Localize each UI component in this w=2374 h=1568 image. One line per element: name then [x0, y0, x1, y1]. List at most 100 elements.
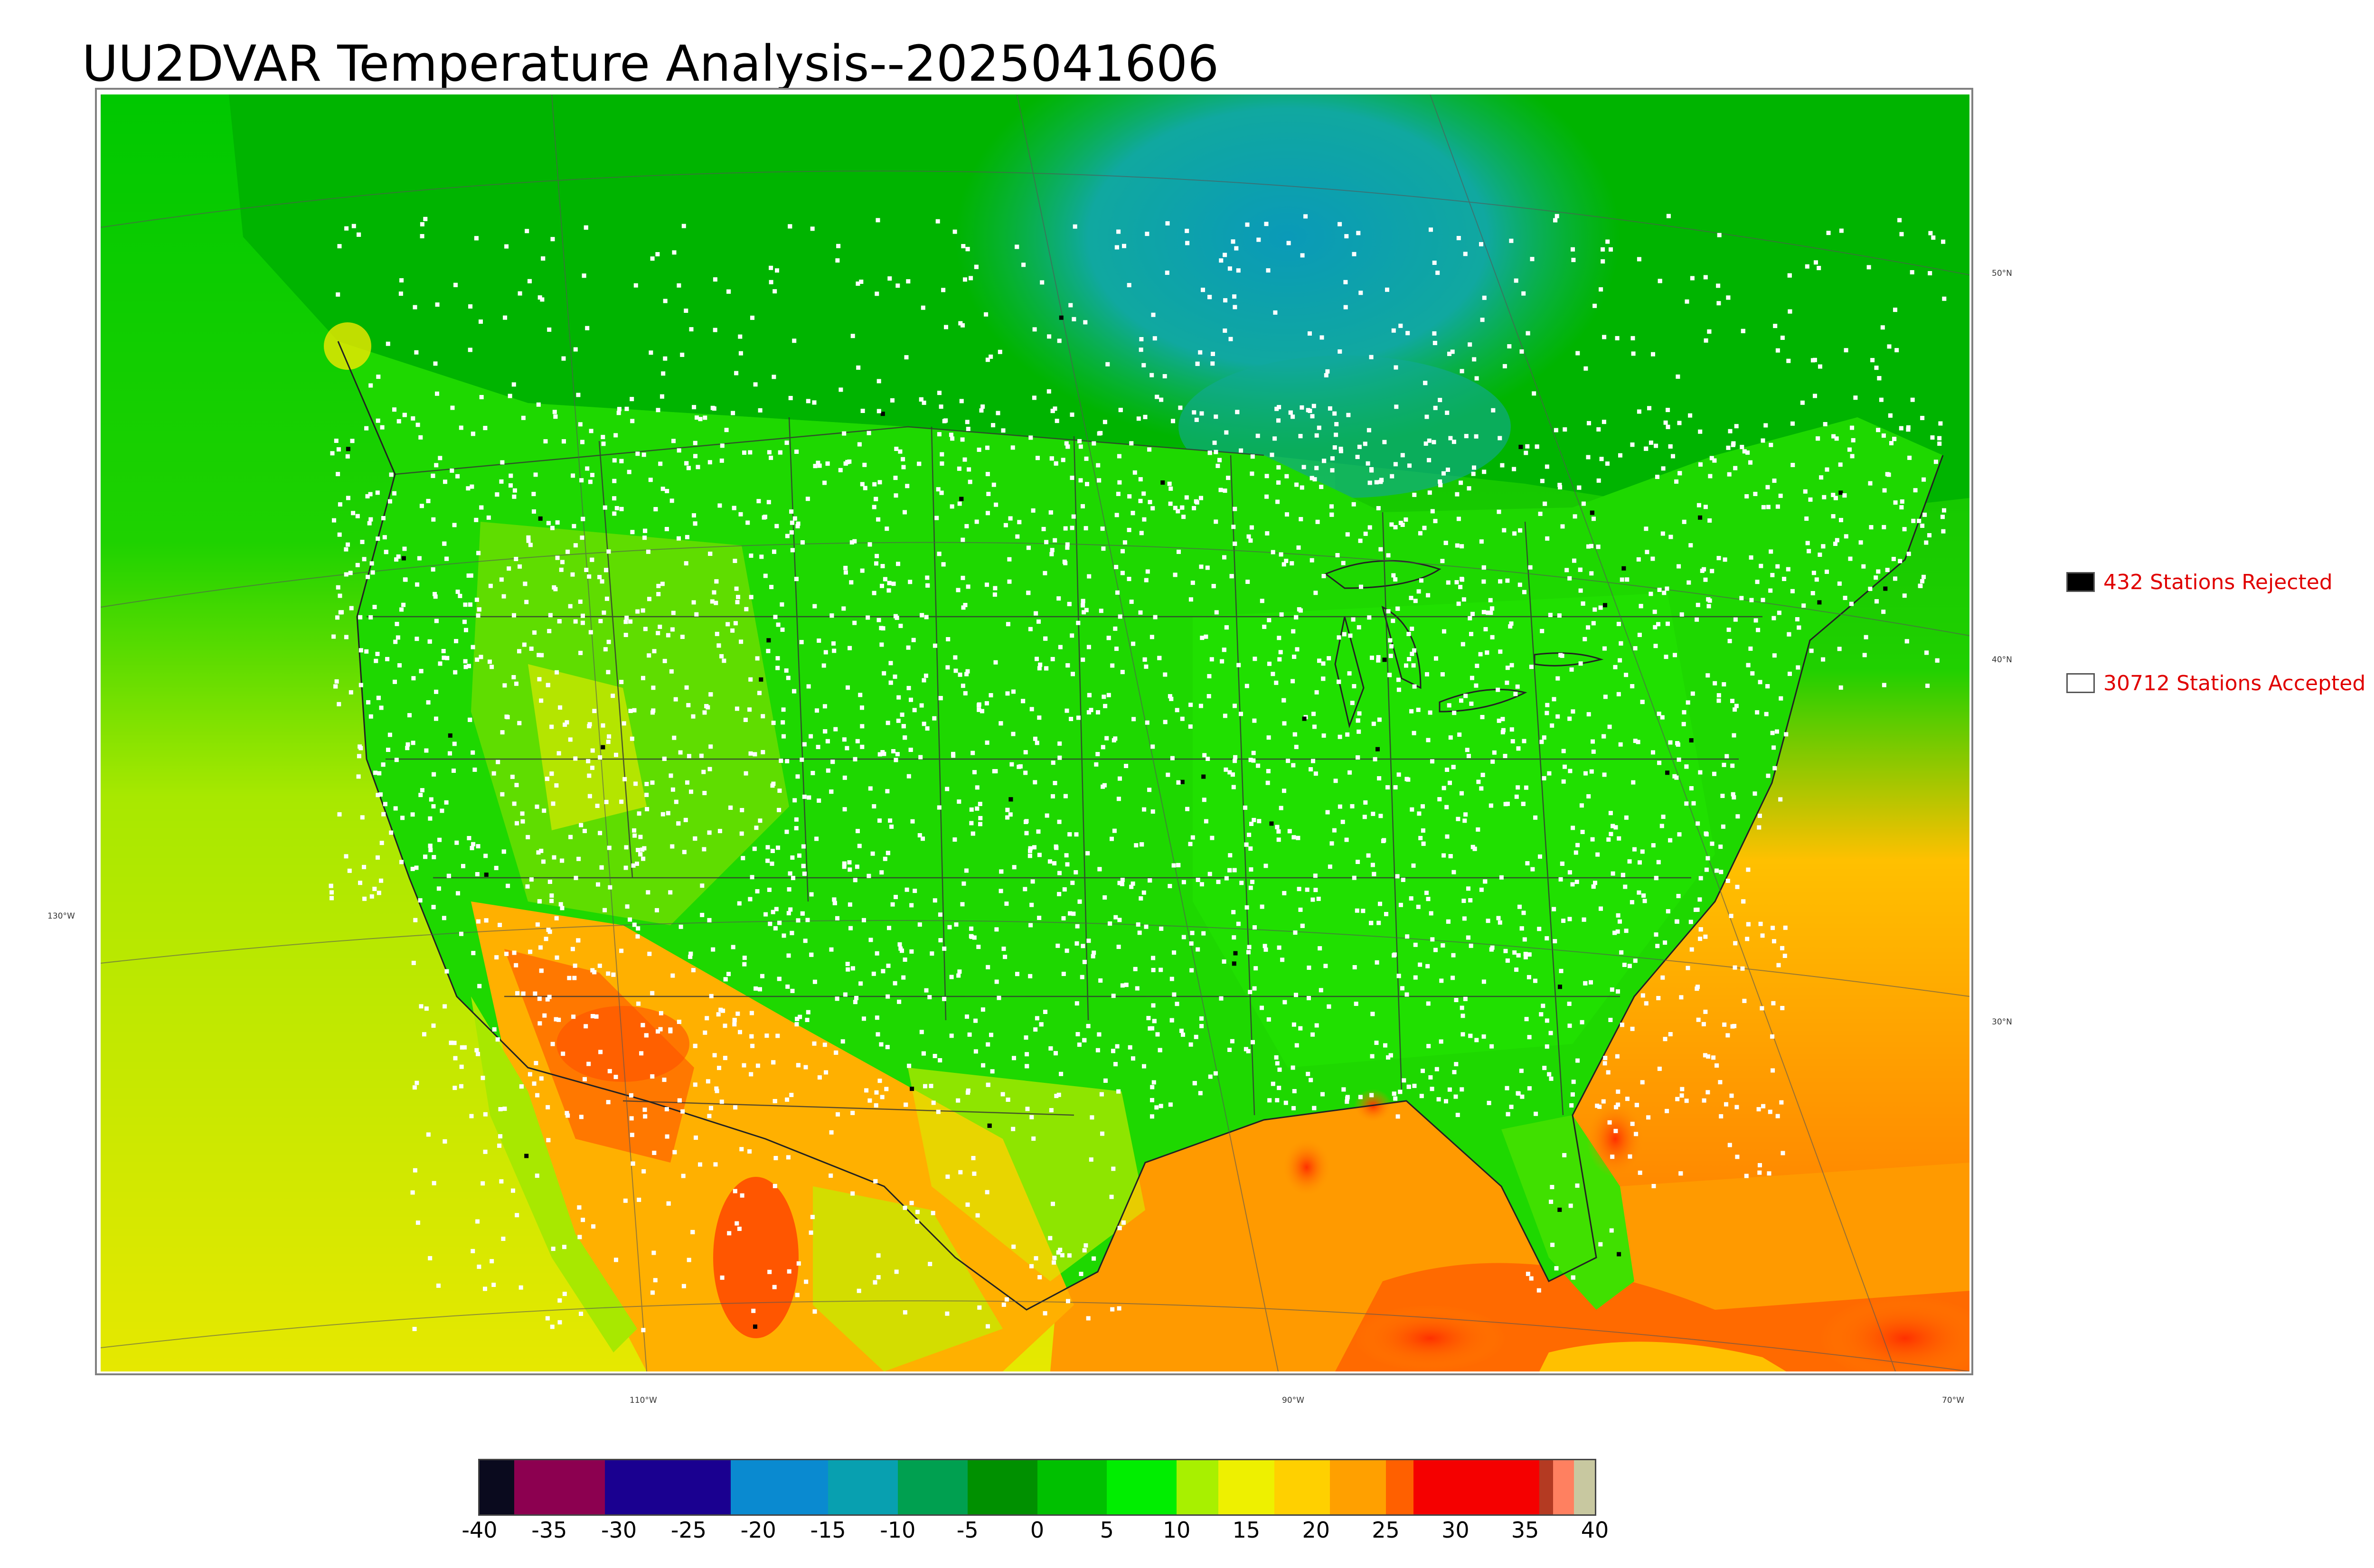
station-accepted — [411, 741, 415, 745]
station-accepted — [1387, 673, 1392, 677]
station-accepted — [775, 1033, 780, 1038]
station-accepted — [1451, 440, 1456, 444]
station-accepted — [1395, 1114, 1400, 1119]
station-accepted — [671, 439, 676, 443]
station-accepted — [580, 535, 584, 540]
station-accepted — [1188, 842, 1193, 846]
station-accepted — [368, 517, 373, 522]
station-accepted — [1727, 1143, 1732, 1147]
station-accepted — [1451, 870, 1456, 874]
station-accepted — [1468, 342, 1472, 347]
station-accepted — [929, 1084, 933, 1089]
station-accepted — [1498, 579, 1503, 584]
station-accepted — [1505, 666, 1510, 670]
station-accepted — [1246, 950, 1251, 955]
station-accepted — [1034, 611, 1038, 616]
station-accepted — [960, 437, 965, 442]
station-accepted — [876, 379, 881, 384]
station-accepted — [1666, 909, 1670, 914]
station-accepted — [1541, 1004, 1545, 1008]
station-accepted — [1630, 684, 1635, 688]
station-accepted — [1096, 710, 1100, 714]
station-accepted — [1214, 519, 1218, 524]
station-accepted — [1822, 495, 1827, 499]
station-accepted — [1077, 1042, 1082, 1047]
station-accepted — [848, 902, 852, 907]
station-accepted — [733, 559, 737, 563]
station-accepted — [846, 685, 850, 690]
station-accepted — [889, 824, 894, 829]
station-accepted — [1937, 441, 1942, 446]
station-accepted — [886, 721, 890, 725]
station-accepted — [1252, 817, 1256, 822]
station-accepted — [886, 994, 890, 999]
station-accepted — [641, 1023, 645, 1027]
station-accepted — [461, 864, 465, 868]
station-accepted — [1448, 735, 1453, 740]
station-accepted — [752, 846, 757, 851]
station-accepted — [672, 1150, 677, 1155]
colorbar-segment — [897, 1460, 968, 1514]
station-accepted — [860, 409, 865, 413]
station-accepted — [1540, 479, 1545, 483]
station-accepted — [1684, 801, 1689, 806]
station-accepted — [420, 234, 424, 238]
station-accepted — [1631, 780, 1636, 785]
station-accepted — [849, 540, 854, 545]
station-accepted — [1727, 638, 1732, 643]
station-accepted — [1804, 516, 1809, 521]
station-accepted — [1526, 975, 1531, 979]
station-accepted — [974, 264, 979, 269]
station-accepted — [1210, 361, 1215, 366]
station-accepted — [1190, 835, 1195, 840]
station-accepted — [664, 1107, 669, 1111]
station-accepted — [880, 1095, 885, 1099]
station-accepted — [1281, 562, 1286, 567]
station-accepted — [1149, 373, 1154, 377]
station-accepted — [1441, 853, 1446, 858]
station-accepted — [558, 902, 563, 907]
station-accepted — [1618, 453, 1622, 458]
station-accepted — [1455, 543, 1460, 548]
station-accepted — [405, 746, 410, 751]
station-accepted — [999, 721, 1003, 726]
station-accepted — [1661, 815, 1666, 819]
station-accepted — [862, 918, 866, 922]
station-accepted — [571, 473, 575, 478]
station-accepted — [1122, 244, 1126, 248]
station-accepted — [971, 1156, 976, 1160]
station-accepted — [1426, 593, 1431, 598]
station-accepted — [825, 739, 830, 743]
station-accepted — [1328, 864, 1332, 869]
station-accepted — [1044, 666, 1049, 671]
station-accepted — [1264, 494, 1269, 499]
station-accepted — [1231, 785, 1236, 789]
station-accepted — [1881, 610, 1886, 614]
station-accepted — [1496, 916, 1501, 920]
station-accepted — [845, 460, 850, 464]
station-accepted — [1224, 767, 1228, 772]
station-accepted — [1459, 480, 1463, 485]
station-accepted — [1725, 879, 1730, 883]
station-accepted — [547, 880, 552, 884]
station-accepted — [1931, 235, 1936, 240]
station-accepted — [1129, 600, 1134, 604]
station-accepted — [1081, 657, 1085, 662]
station-accepted — [970, 751, 975, 755]
station-accepted — [1338, 804, 1342, 809]
station-accepted — [1356, 231, 1361, 235]
station-accepted — [1315, 519, 1320, 524]
station-accepted — [1816, 436, 1820, 441]
station-accepted — [794, 817, 799, 822]
station-accepted — [1612, 930, 1617, 935]
station-accepted — [480, 1181, 485, 1186]
station-accepted — [1710, 569, 1715, 573]
station-accepted — [894, 758, 898, 762]
station-accepted — [1925, 684, 1930, 688]
station-accepted — [1466, 754, 1471, 758]
station-accepted — [1478, 652, 1483, 657]
station-accepted — [719, 458, 724, 463]
station-accepted — [1077, 439, 1082, 443]
colorbar-segment — [828, 1460, 898, 1514]
station-accepted — [1530, 867, 1535, 872]
